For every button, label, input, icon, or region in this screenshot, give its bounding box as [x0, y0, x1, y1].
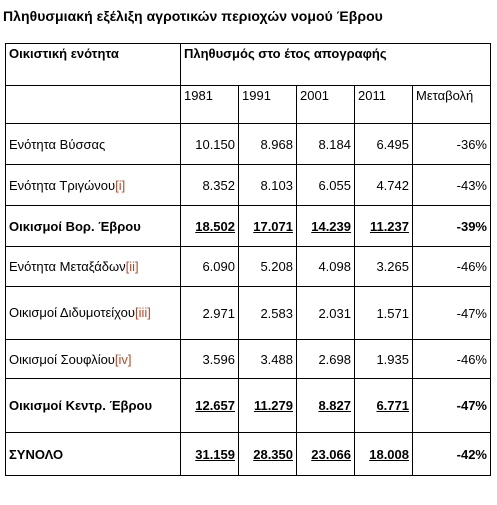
- total-row: ΣΥΝΟΛΟ 31.159 28.350 23.066 18.008 -42%: [5, 432, 491, 476]
- year-1981: 1981: [180, 85, 239, 124]
- row-label: Οικισμοί Κεντρ. Έβρου: [5, 378, 181, 433]
- cell-2001: 8.184: [296, 123, 355, 165]
- cell-2011: 18.008: [354, 432, 413, 476]
- table-row: Ενότητα Βύσσας 10.150 8.968 8.184 6.495 …: [5, 123, 491, 165]
- cell-change: -47%: [412, 286, 491, 340]
- cell-2001: 2.031: [296, 286, 355, 340]
- row-label: Οικισμοί Βορ. Έβρου: [5, 205, 181, 247]
- table-row: Ενότητα Μεταξάδων[ii] 6.090 5.208 4.098 …: [5, 246, 491, 287]
- cell-1981: 2.971: [180, 286, 239, 340]
- cell-change: -47%: [412, 378, 491, 433]
- cell-1981: 31.159: [180, 432, 239, 476]
- cell-1981: 10.150: [180, 123, 239, 165]
- cell-change: -46%: [412, 339, 491, 379]
- cell-2001: 6.055: [296, 164, 355, 206]
- header-change: Μεταβολή: [412, 85, 491, 124]
- cell-1981: 3.596: [180, 339, 239, 379]
- row-label: Οικισμοί Σουφλίου[iv]: [5, 339, 181, 379]
- cell-1981: 6.090: [180, 246, 239, 287]
- table-row: Οικισμοί Βορ. Έβρου 18.502 17.071 14.239…: [5, 205, 491, 247]
- row-label: ΣΥΝΟΛΟ: [5, 432, 181, 476]
- cell-2011: 1.571: [354, 286, 413, 340]
- row-label: Ενότητα Τριγώνου[i]: [5, 164, 181, 206]
- cell-2001: 14.239: [296, 205, 355, 247]
- header-population-group: Πληθυσμός στο έτος απογραφής: [180, 43, 491, 86]
- year-1991: 1991: [238, 85, 297, 124]
- cell-2011: 6.771: [354, 378, 413, 433]
- cell-1991: 11.279: [238, 378, 297, 433]
- header-row: Οικιστική ενότητα Πληθυσμός στο έτος απο…: [5, 43, 491, 86]
- cell-change: -46%: [412, 246, 491, 287]
- footnote-link[interactable]: [iv]: [114, 351, 132, 367]
- cell-1991: 17.071: [238, 205, 297, 247]
- cell-change: -39%: [412, 205, 491, 247]
- cell-2001: 8.827: [296, 378, 355, 433]
- year-row: 1981 1991 2001 2011 Μεταβολή: [5, 85, 491, 124]
- cell-2011: 1.935: [354, 339, 413, 379]
- table-row: Οικισμοί Διδυμοτείχου[iii] 2.971 2.583 2…: [5, 286, 491, 340]
- table-row: Οικισμοί Σουφλίου[iv] 3.596 3.488 2.698 …: [5, 339, 491, 379]
- cell-1991: 8.103: [238, 164, 297, 206]
- cell-1991: 2.583: [238, 286, 297, 340]
- cell-1981: 12.657: [180, 378, 239, 433]
- table-title: Πληθυσμιακή εξέλιξη αγροτικών περιοχών ν…: [3, 8, 383, 24]
- cell-2011: 6.495: [354, 123, 413, 165]
- header-settlement-unit: Οικιστική ενότητα: [5, 43, 181, 86]
- row-label: Οικισμοί Διδυμοτείχου[iii]: [5, 286, 181, 340]
- year-2001: 2001: [296, 85, 355, 124]
- cell-2011: 4.742: [354, 164, 413, 206]
- cell-1981: 8.352: [180, 164, 239, 206]
- table-row: Ενότητα Τριγώνου[i] 8.352 8.103 6.055 4.…: [5, 164, 491, 206]
- cell-1991: 28.350: [238, 432, 297, 476]
- cell-1981: 18.502: [180, 205, 239, 247]
- footnote-link[interactable]: [i]: [115, 177, 126, 193]
- footnote-link[interactable]: [ii]: [125, 259, 139, 274]
- cell-change: -42%: [412, 432, 491, 476]
- cell-2001: 2.698: [296, 339, 355, 379]
- cell-change: -36%: [412, 123, 491, 165]
- cell-2001: 4.098: [296, 246, 355, 287]
- cell-change: -43%: [412, 164, 491, 206]
- year-row-blank: [5, 85, 181, 124]
- cell-1991: 5.208: [238, 246, 297, 287]
- row-label: Ενότητα Μεταξάδων[ii]: [5, 246, 181, 287]
- row-label: Ενότητα Βύσσας: [5, 123, 181, 165]
- cell-1991: 8.968: [238, 123, 297, 165]
- cell-2011: 3.265: [354, 246, 413, 287]
- cell-1991: 3.488: [238, 339, 297, 379]
- cell-2001: 23.066: [296, 432, 355, 476]
- population-table: Οικιστική ενότητα Πληθυσμός στο έτος απο…: [5, 43, 491, 476]
- year-2011: 2011: [354, 85, 413, 124]
- footnote-link[interactable]: [iii]: [135, 305, 151, 320]
- cell-2011: 11.237: [354, 205, 413, 247]
- table-row: Οικισμοί Κεντρ. Έβρου 12.657 11.279 8.82…: [5, 378, 491, 433]
